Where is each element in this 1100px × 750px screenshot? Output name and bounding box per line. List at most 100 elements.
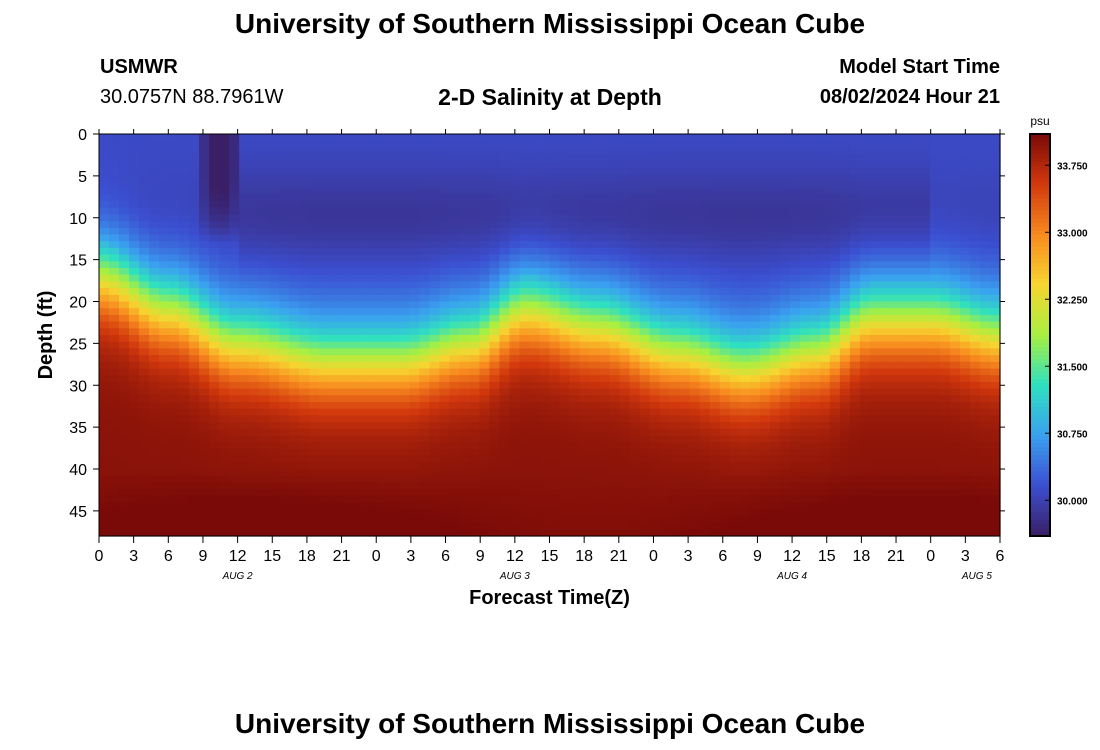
heatmap-cell (639, 355, 651, 363)
heatmap-cell (229, 288, 240, 296)
heatmap-cell (779, 221, 791, 229)
heatmap-cell (849, 221, 861, 229)
heatmap-cell (679, 482, 691, 490)
heatmap-cell (499, 214, 511, 222)
heatmap-cell (789, 221, 801, 229)
heatmap-cell (109, 509, 120, 517)
heatmap-cell (809, 328, 821, 336)
heatmap-cell (689, 515, 701, 524)
heatmap-cell (839, 187, 851, 195)
heatmap-cell (489, 294, 501, 303)
heatmap-cell (279, 221, 290, 229)
heatmap-cell (129, 335, 140, 343)
heatmap-cell (649, 254, 661, 262)
heatmap-cell (519, 355, 531, 363)
heatmap-cell (879, 301, 891, 309)
heatmap-cell (659, 495, 671, 504)
heatmap-cell (549, 254, 561, 262)
heatmap-cell (539, 308, 551, 316)
heatmap-cell (579, 167, 591, 175)
heatmap-cell (809, 482, 821, 490)
heatmap-cell (609, 274, 621, 282)
heatmap-cell (599, 274, 611, 282)
heatmap-cell (789, 462, 801, 470)
heatmap-cell (559, 281, 571, 289)
heatmap-cell (509, 529, 521, 537)
heatmap-cell (689, 395, 701, 403)
heatmap-cell (269, 368, 280, 376)
heatmap-cell (369, 221, 380, 229)
heatmap-cell (379, 415, 390, 423)
heatmap-cell (799, 495, 811, 504)
heatmap-cell (669, 355, 681, 363)
heatmap-cell (269, 455, 280, 463)
heatmap-cell (609, 147, 621, 155)
heatmap-cell (669, 254, 681, 262)
heatmap-cell (349, 455, 360, 463)
heatmap-cell (259, 268, 270, 276)
heatmap-cell (159, 509, 170, 517)
heatmap-cell (119, 241, 130, 249)
heatmap-cell (649, 154, 661, 162)
heatmap-cell (399, 408, 410, 416)
heatmap-cell (169, 241, 180, 249)
heatmap-cell (379, 529, 390, 537)
heatmap-cell (739, 422, 751, 430)
heatmap-cell (579, 201, 591, 209)
heatmap-cell (499, 408, 511, 416)
heatmap-cell (199, 167, 210, 175)
heatmap-cell (419, 268, 430, 276)
heatmap-cell (679, 381, 691, 390)
heatmap-cell (909, 515, 921, 524)
heatmap-cell (879, 214, 891, 222)
heatmap-cell (109, 375, 120, 383)
heatmap-cell (839, 194, 851, 202)
heatmap-cell (129, 341, 140, 349)
heatmap-cell (159, 415, 170, 423)
heatmap-cell (599, 395, 611, 403)
heatmap-cell (319, 274, 330, 282)
heatmap-cell (159, 308, 170, 316)
heatmap-cell (689, 522, 701, 530)
heatmap-cell (109, 442, 120, 450)
heatmap-cell (769, 214, 781, 222)
heatmap-cell (129, 167, 140, 175)
heatmap-cell (109, 515, 120, 524)
heatmap-cell (139, 408, 150, 416)
heatmap-cell (719, 134, 731, 142)
heatmap-cell (639, 402, 651, 410)
heatmap-cell (869, 180, 881, 189)
heatmap-cell (119, 375, 130, 383)
heatmap-cell (679, 455, 691, 463)
heatmap-cell (599, 455, 611, 463)
heatmap-cell (129, 254, 140, 262)
heatmap-cell (199, 314, 210, 323)
heatmap-cell (159, 301, 170, 309)
heatmap-cell (679, 254, 691, 262)
heatmap-cell (249, 502, 260, 510)
heatmap-cell (919, 194, 931, 202)
heatmap-cell (719, 489, 731, 497)
heatmap-cell (599, 522, 611, 530)
heatmap-cell (819, 428, 831, 437)
heatmap-cell (419, 388, 430, 396)
heatmap-cell (399, 402, 410, 410)
heatmap-cell (409, 495, 420, 504)
heatmap-cell (849, 194, 861, 202)
heatmap-cell (199, 294, 210, 303)
heatmap-cell (139, 381, 150, 390)
heatmap-cell (829, 529, 841, 537)
heatmap-cell (649, 482, 661, 490)
heatmap-cell (829, 180, 841, 189)
heatmap-cell (879, 294, 891, 303)
heatmap-cell (529, 469, 541, 477)
heatmap-cell (749, 174, 761, 182)
heatmap-cell (589, 355, 601, 363)
heatmap-cell (569, 341, 581, 349)
heatmap-cell (709, 395, 721, 403)
heatmap-cell (569, 308, 581, 316)
heatmap-cell (759, 214, 771, 222)
heatmap-cell (779, 489, 791, 497)
heatmap-cell (609, 495, 621, 504)
heatmap-cell (569, 274, 581, 282)
